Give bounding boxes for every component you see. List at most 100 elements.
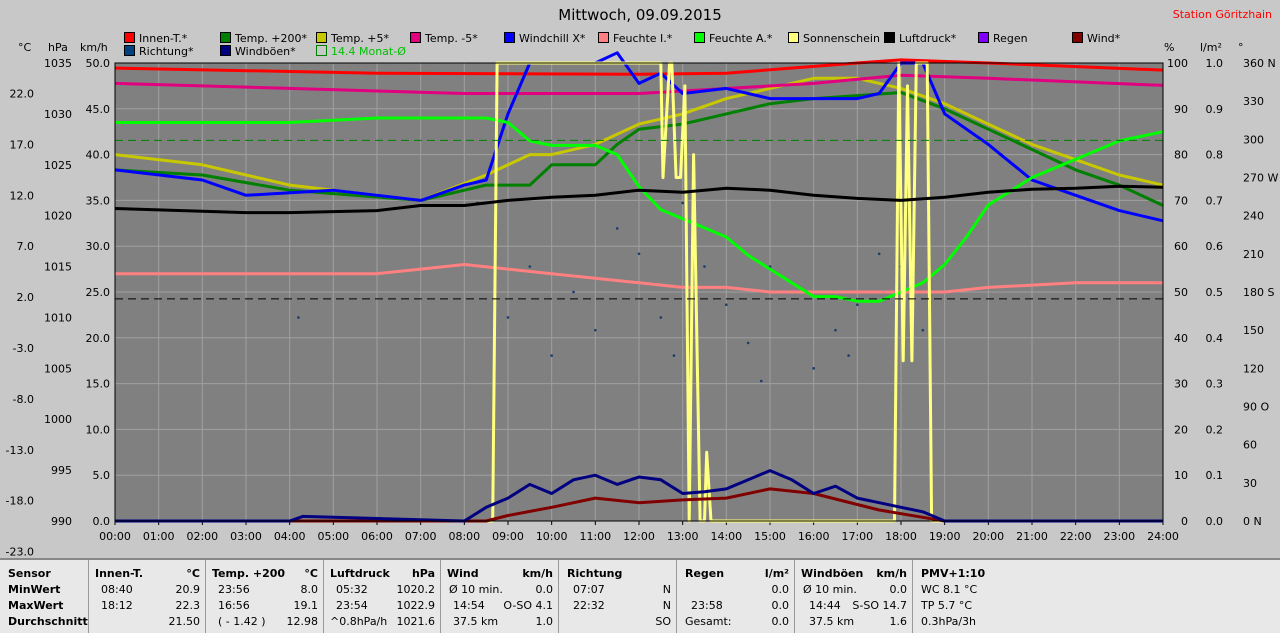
- label: Ø 10 min.: [803, 583, 857, 596]
- value: S-SO 14.7: [852, 599, 907, 612]
- x-tick-label: 13:00: [667, 530, 699, 543]
- series-line: [115, 263, 1163, 294]
- distance: 37.5 km: [453, 615, 499, 628]
- legend-sonnenschein[interactable]: Sonnenschein: [788, 32, 880, 45]
- legend-regen[interactable]: Regen: [978, 32, 1028, 45]
- legend-swatch: [220, 32, 231, 43]
- x-tick-label: 12:00: [623, 530, 655, 543]
- y-tick-label-temp: 7.0: [17, 240, 35, 253]
- legend-label: Regen: [993, 32, 1028, 45]
- time: 07:07: [573, 583, 605, 596]
- legend-swatch: [884, 32, 895, 43]
- wind-direction-point: [506, 316, 510, 319]
- y-tick-label-hpa: 1020: [44, 210, 72, 223]
- y-tick-label-temp: -3.0: [13, 342, 34, 355]
- value: WC 8.1 °C: [921, 583, 978, 596]
- legend-swatch: [788, 32, 799, 43]
- legend-windboeen[interactable]: Windböen*: [220, 45, 296, 58]
- wind-direction-point: [528, 265, 532, 268]
- series-line: [115, 487, 1163, 523]
- legend-temp-minus5[interactable]: Temp. -5*: [410, 32, 478, 45]
- y-tick-label-temp: -23.0: [6, 546, 34, 558]
- legend-swatch: [1072, 32, 1083, 43]
- legend-luftdruck[interactable]: Luftdruck*: [884, 32, 956, 45]
- legend-feuchte-i[interactable]: Feuchte I.*: [598, 32, 672, 45]
- y-tick-label-percent: 20: [1174, 423, 1188, 436]
- value: 0.0: [771, 599, 790, 612]
- legend-temp-5[interactable]: Temp. +5*: [316, 32, 389, 45]
- y-tick-label-rain: 0.2: [1206, 423, 1224, 436]
- value: 0.0: [535, 583, 554, 596]
- y-tick-label-degree: 150: [1243, 324, 1264, 337]
- col-regen: Regen l/m² 0.0 23:58 0.0 Gesamt: 0.0: [676, 560, 795, 633]
- unit: l/m²: [764, 567, 789, 580]
- y-tick-label-kmh: 40.0: [86, 149, 111, 162]
- x-tick-label: 09:00: [492, 530, 524, 543]
- legend-label: Innen-T.*: [139, 32, 188, 45]
- y-tick-label-temp: 2.0: [17, 291, 35, 304]
- wind-direction-point: [297, 316, 300, 319]
- x-tick-label: 02:00: [186, 530, 218, 543]
- x-tick-label: 05:00: [317, 530, 349, 543]
- col-temp-200: Temp. +200 °C 23:56 8.0 16:56 19.1 ( - 1…: [205, 560, 324, 633]
- legend-feuchte-a[interactable]: Feuchte A.*: [694, 32, 772, 45]
- y-tick-label-rain: 0.9: [1206, 103, 1224, 116]
- x-tick-label: 17:00: [841, 530, 873, 543]
- header-windboeen: Windböen: [801, 567, 864, 580]
- y-tick-label-percent: 80: [1174, 149, 1188, 162]
- x-tick-label: 18:00: [885, 530, 917, 543]
- wind-direction-point: [572, 290, 575, 294]
- value: 1.6: [889, 615, 908, 628]
- x-tick-label: 10:00: [536, 530, 568, 543]
- value: 0.3hPa/3h: [921, 615, 977, 628]
- unit-hpa: hPa: [48, 41, 68, 54]
- wind-direction-point: [746, 341, 750, 345]
- legend-richtung[interactable]: Richtung*: [124, 45, 193, 58]
- y-tick-label-degree: 270 W: [1243, 172, 1278, 185]
- unit-celsius: °C: [18, 41, 32, 54]
- legend-innen-t[interactable]: Innen-T.*: [124, 32, 187, 45]
- y-tick-label-kmh: 20.0: [86, 332, 111, 345]
- value: N: [662, 583, 671, 596]
- legend-windchill[interactable]: Windchill X*: [504, 32, 585, 45]
- value: TP 5.7 °C: [921, 599, 973, 612]
- y-tick-label-kmh: 10.0: [86, 423, 111, 436]
- legend-swatch: [124, 45, 135, 56]
- wind-direction-point: [550, 354, 553, 357]
- header-innen-t: Innen-T.: [95, 567, 144, 580]
- col-innen-t: Innen-T. °C 08:40 20.9 18:12 22.3 21.50: [88, 560, 206, 633]
- wind-direction-point: [681, 201, 684, 205]
- legend-swatch: [316, 32, 327, 43]
- legend-wind[interactable]: Wind*: [1072, 32, 1120, 45]
- y-tick-label-degree: 0 N: [1243, 515, 1262, 528]
- plot-border: [114, 62, 1164, 522]
- y-tick-label-rain: 0.8: [1206, 149, 1224, 162]
- y-tick-label-kmh: 15.0: [86, 378, 111, 391]
- legend-label: Feuchte I.*: [613, 32, 673, 45]
- legend-monat-avg[interactable]: 14.4 Monat-Ø: [316, 45, 406, 58]
- y-tick-label-degree: 210: [1243, 248, 1264, 261]
- weather-chart: 00:00 01:00 02:00 03:00 04:00 05:00 06:00 07:00…: [6, 51, 1278, 558]
- series-line: [114, 91, 1164, 207]
- legend-swatch: [504, 32, 515, 43]
- y-tick-label-percent: 10: [1174, 469, 1188, 482]
- y-tick-label-hpa: 1015: [44, 261, 72, 274]
- legend-temp-200[interactable]: Temp. +200*: [220, 32, 307, 45]
- y-tick-label-kmh: 0.0: [93, 515, 111, 528]
- unit-percent: %: [1164, 41, 1175, 54]
- y-tick-label-degree: 180 S: [1243, 286, 1274, 299]
- value: 19.1: [293, 599, 319, 612]
- x-tick-label: 20:00: [972, 530, 1004, 543]
- time: 18:12: [101, 599, 133, 612]
- time: 23:54: [336, 599, 368, 612]
- chart-title: Mittwoch, 09.09.2015: [558, 6, 722, 24]
- x-tick-label: 24:00: [1147, 530, 1179, 543]
- wind-direction-point: [615, 227, 619, 230]
- time: 14:44: [809, 599, 841, 612]
- wind-direction-point: [672, 354, 676, 357]
- col-richtung: Richtung 07:07 N 22:32 N SO: [558, 560, 677, 633]
- value: 0.0: [771, 615, 790, 628]
- col-luftdruck: Luftdruck hPa 05:32 1020.2 23:54 1022.9 …: [323, 560, 441, 633]
- series-line: [115, 61, 1163, 523]
- col-sensor: Sensor MinWert MaxWert Durchschnitt: [0, 560, 88, 633]
